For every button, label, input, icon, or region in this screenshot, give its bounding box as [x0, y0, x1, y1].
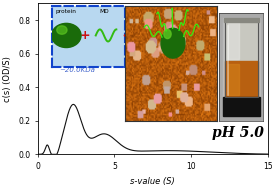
X-axis label: s-value (S): s-value (S)	[130, 177, 175, 186]
Text: ~20.0KDa: ~20.0KDa	[59, 67, 95, 73]
Y-axis label: c(s) (OD/S): c(s) (OD/S)	[4, 56, 12, 102]
Text: pH 5.0: pH 5.0	[212, 126, 264, 140]
